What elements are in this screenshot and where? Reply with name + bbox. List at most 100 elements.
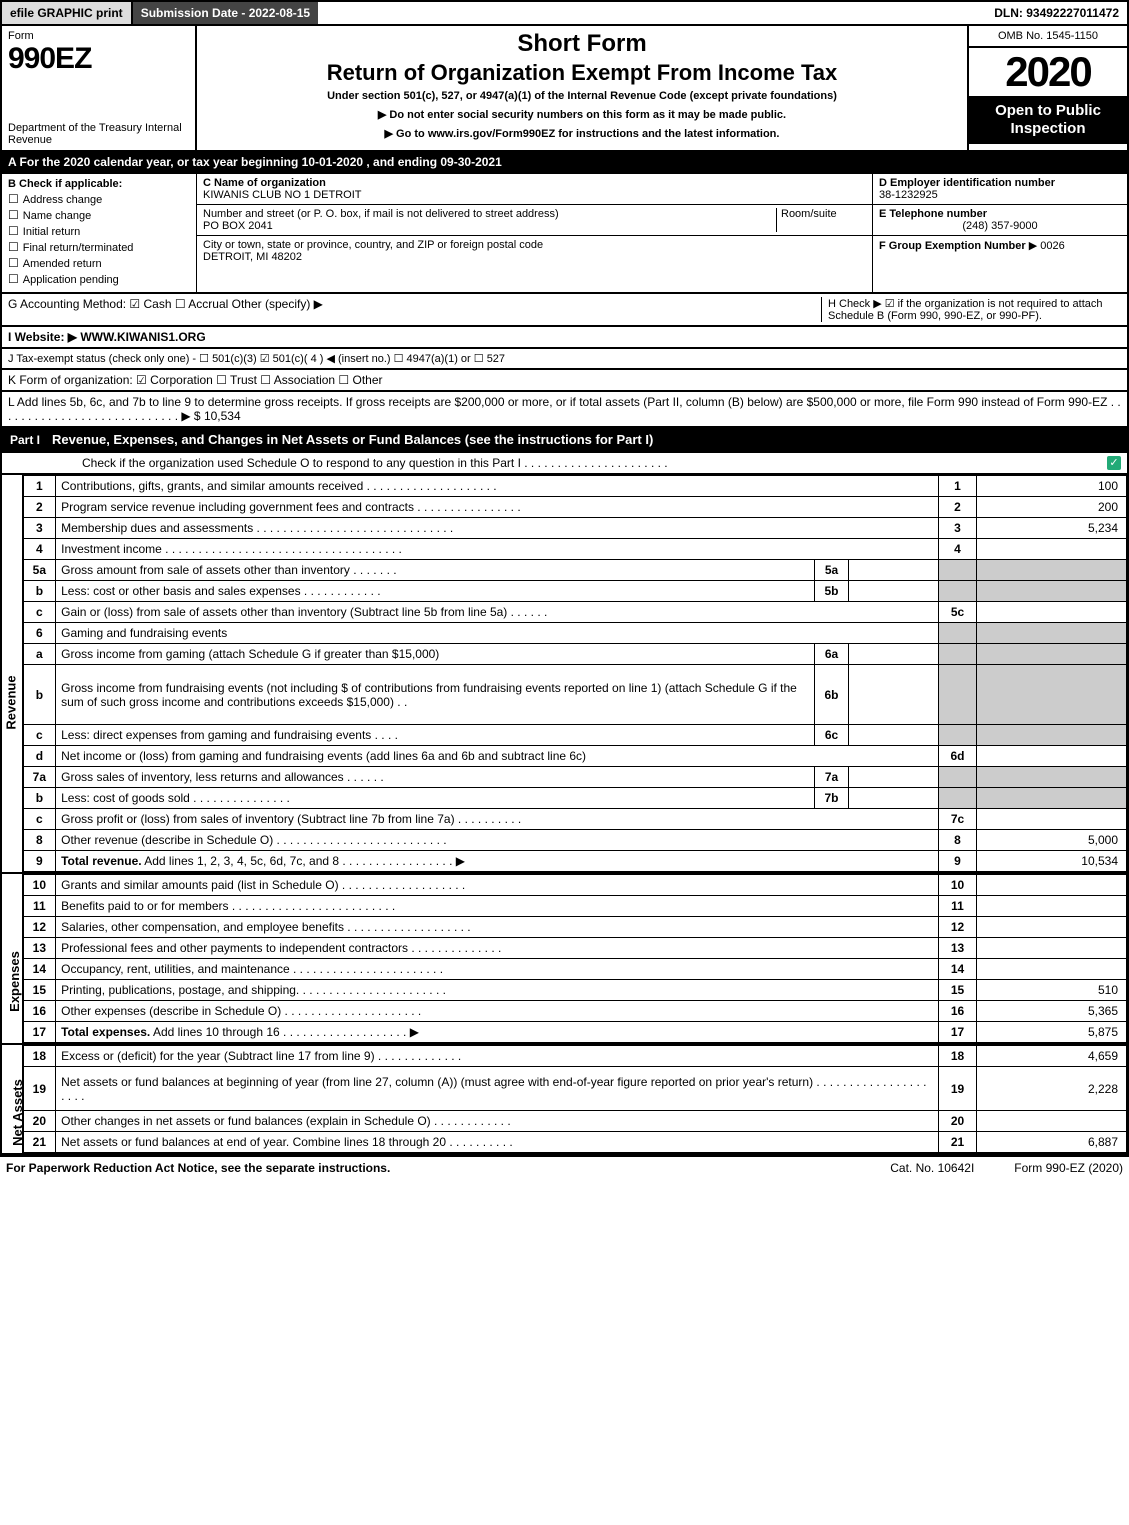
line-num-col: 19 bbox=[939, 1067, 977, 1111]
line-l-gross-receipts: L Add lines 5b, 6c, and 7b to line 9 to … bbox=[0, 392, 1129, 428]
open-public-badge: Open to Public Inspection bbox=[969, 96, 1127, 144]
expenses-section: Expenses 10Grants and similar amounts pa… bbox=[0, 874, 1129, 1045]
line-num-col bbox=[939, 725, 977, 746]
form-header: Form 990EZ Department of the Treasury In… bbox=[0, 26, 1129, 152]
line-k-org-form: K Form of organization: ☑ Corporation ☐ … bbox=[0, 370, 1129, 392]
line-b: bGross income from fundraising events (n… bbox=[24, 665, 1127, 725]
line-value: 2,228 bbox=[977, 1067, 1127, 1111]
warning-line: ▶ Do not enter social security numbers o… bbox=[203, 108, 961, 121]
line-16: 16Other expenses (describe in Schedule O… bbox=[24, 1001, 1127, 1022]
line-value bbox=[977, 809, 1127, 830]
line-11: 11Benefits paid to or for members . . . … bbox=[24, 896, 1127, 917]
line-num-col: 5c bbox=[939, 602, 977, 623]
efile-print-button[interactable]: efile GRAPHIC print bbox=[2, 2, 133, 24]
part-1-label: Part I bbox=[10, 433, 52, 447]
line-12: 12Salaries, other compensation, and empl… bbox=[24, 917, 1127, 938]
sub-line-value bbox=[849, 560, 939, 581]
line-num-col bbox=[939, 644, 977, 665]
address-label: Number and street (or P. O. box, if mail… bbox=[203, 208, 559, 220]
line-desc: Total revenue. Add lines 1, 2, 3, 4, 5c,… bbox=[56, 851, 939, 872]
line-num-col: 14 bbox=[939, 959, 977, 980]
line-desc: Gross profit or (loss) from sales of inv… bbox=[56, 809, 939, 830]
line-2: 2Program service revenue including gover… bbox=[24, 497, 1127, 518]
line-10: 10Grants and similar amounts paid (list … bbox=[24, 875, 1127, 896]
checkbox-application-pending[interactable]: Application pending bbox=[8, 272, 190, 286]
city-label: City or town, state or province, country… bbox=[203, 239, 543, 251]
address: PO BOX 2041 bbox=[203, 220, 273, 232]
line-desc: Net income or (loss) from gaming and fun… bbox=[56, 746, 939, 767]
checkbox-name-change[interactable]: Name change bbox=[8, 208, 190, 222]
header-subtitle: Under section 501(c), 527, or 4947(a)(1)… bbox=[203, 90, 961, 102]
line-desc: Net assets or fund balances at beginning… bbox=[56, 1067, 939, 1111]
line-desc: Other expenses (describe in Schedule O) … bbox=[56, 1001, 939, 1022]
expenses-label: Expenses bbox=[2, 874, 24, 1043]
sub-line-number: 5a bbox=[815, 560, 849, 581]
line-desc: Other revenue (describe in Schedule O) .… bbox=[56, 830, 939, 851]
part-1-check-text: Check if the organization used Schedule … bbox=[82, 456, 668, 470]
line-b: bLess: cost or other basis and sales exp… bbox=[24, 581, 1127, 602]
goto-line[interactable]: ▶ Go to www.irs.gov/Form990EZ for instru… bbox=[203, 127, 961, 140]
ein-label: D Employer identification number bbox=[879, 177, 1055, 189]
line-value bbox=[977, 917, 1127, 938]
part-1-check-row: Check if the organization used Schedule … bbox=[0, 453, 1129, 475]
footer-paperwork-notice: For Paperwork Reduction Act Notice, see … bbox=[6, 1161, 390, 1175]
line-g-h-row: G Accounting Method: ☑ Cash ☐ Accrual Ot… bbox=[0, 294, 1129, 327]
line-value: 10,534 bbox=[977, 851, 1127, 872]
sub-line-value bbox=[849, 767, 939, 788]
line-number: 1 bbox=[24, 476, 56, 497]
line-number: c bbox=[24, 809, 56, 830]
checkbox-final-return-terminated[interactable]: Final return/terminated bbox=[8, 240, 190, 254]
line-value bbox=[977, 560, 1127, 581]
checkbox-address-change[interactable]: Address change bbox=[8, 192, 190, 206]
line-num-col: 18 bbox=[939, 1046, 977, 1067]
checkbox-initial-return[interactable]: Initial return bbox=[8, 224, 190, 238]
line-value bbox=[977, 746, 1127, 767]
line-number: 3 bbox=[24, 518, 56, 539]
sub-line-value bbox=[849, 725, 939, 746]
net-assets-section: Net Assets 18Excess or (deficit) for the… bbox=[0, 1045, 1129, 1155]
line-num-col: 3 bbox=[939, 518, 977, 539]
checkbox-amended-return[interactable]: Amended return bbox=[8, 256, 190, 270]
sub-line-number: 7b bbox=[815, 788, 849, 809]
line-desc: Contributions, gifts, grants, and simila… bbox=[56, 476, 939, 497]
line-num-col bbox=[939, 665, 977, 725]
line-value bbox=[977, 788, 1127, 809]
line-num-col: 15 bbox=[939, 980, 977, 1001]
line-15: 15Printing, publications, postage, and s… bbox=[24, 980, 1127, 1001]
line-desc: Grants and similar amounts paid (list in… bbox=[56, 875, 939, 896]
line-number: 8 bbox=[24, 830, 56, 851]
line-desc: Less: cost of goods sold . . . . . . . .… bbox=[56, 788, 815, 809]
line-desc: Net assets or fund balances at end of ye… bbox=[56, 1132, 939, 1153]
line-number: 20 bbox=[24, 1111, 56, 1132]
box-b-checkboxes: B Check if applicable: Address changeNam… bbox=[2, 174, 197, 292]
line-9: 9Total revenue. Add lines 1, 2, 3, 4, 5c… bbox=[24, 851, 1127, 872]
line-num-col bbox=[939, 581, 977, 602]
line-num-col: 21 bbox=[939, 1132, 977, 1153]
line-number: c bbox=[24, 602, 56, 623]
line-4: 4Investment income . . . . . . . . . . .… bbox=[24, 539, 1127, 560]
line-13: 13Professional fees and other payments t… bbox=[24, 938, 1127, 959]
page-footer: For Paperwork Reduction Act Notice, see … bbox=[0, 1155, 1129, 1179]
line-num-col bbox=[939, 788, 977, 809]
omb-number: OMB No. 1545-1150 bbox=[969, 26, 1127, 48]
line-num-col bbox=[939, 767, 977, 788]
line-desc: Less: direct expenses from gaming and fu… bbox=[56, 725, 815, 746]
return-title: Return of Organization Exempt From Incom… bbox=[203, 60, 961, 86]
line-19: 19Net assets or fund balances at beginni… bbox=[24, 1067, 1127, 1111]
footer-form-ref: Form 990-EZ (2020) bbox=[1014, 1161, 1123, 1175]
line-6: 6Gaming and fundraising events bbox=[24, 623, 1127, 644]
line-number: 15 bbox=[24, 980, 56, 1001]
revenue-section: Revenue 1Contributions, gifts, grants, a… bbox=[0, 475, 1129, 874]
org-name: KIWANIS CLUB NO 1 DETROIT bbox=[203, 189, 362, 201]
line-number: 4 bbox=[24, 539, 56, 560]
submission-date: Submission Date - 2022-08-15 bbox=[133, 2, 318, 24]
line-value bbox=[977, 623, 1127, 644]
sub-line-value bbox=[849, 644, 939, 665]
line-num-col: 20 bbox=[939, 1111, 977, 1132]
top-bar: efile GRAPHIC print Submission Date - 20… bbox=[0, 0, 1129, 26]
line-value bbox=[977, 539, 1127, 560]
box-d-identifiers: D Employer identification number 38-1232… bbox=[872, 174, 1127, 292]
net-assets-table: 18Excess or (deficit) for the year (Subt… bbox=[24, 1045, 1127, 1153]
line-i-website[interactable]: I Website: ▶ WWW.KIWANIS1.ORG bbox=[0, 327, 1129, 349]
sub-line-number: 6a bbox=[815, 644, 849, 665]
